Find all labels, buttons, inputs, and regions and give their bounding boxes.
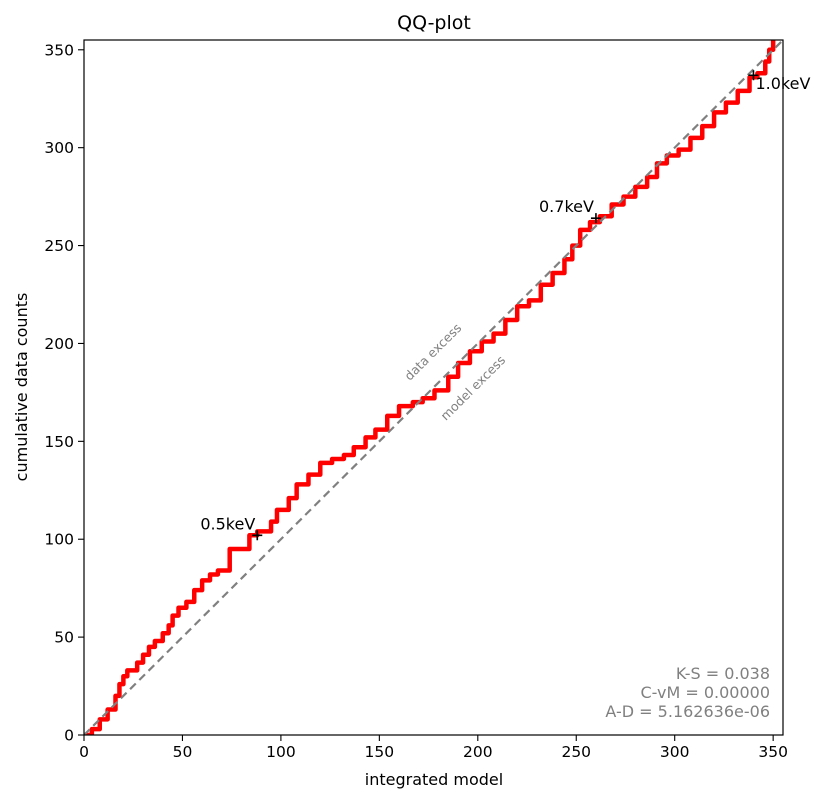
y-tick-label: 100 [44, 531, 74, 549]
y-tick-label: 200 [44, 335, 74, 353]
cvm-statistic: C-vM = 0.00000 [640, 683, 770, 702]
ks-statistic: K-S = 0.038 [676, 664, 770, 683]
y-tick-label: 350 [44, 41, 74, 59]
energy-marker-label: 0.7keV [539, 197, 594, 216]
marker-cross-icon [748, 70, 759, 81]
x-tick-label: 200 [463, 743, 493, 761]
plot-area: 0.5keV 0.7keV 1.0keV [84, 40, 810, 735]
x-tick-label: 50 [173, 743, 193, 761]
x-axis-label: integrated model [365, 770, 503, 789]
x-tick-label: 300 [660, 743, 690, 761]
y-tick-label: 50 [54, 629, 74, 647]
marker-cross-icon [590, 213, 601, 224]
y-tick-label: 300 [44, 139, 74, 157]
plot-frame [83, 39, 784, 736]
x-tick-label: 100 [266, 743, 296, 761]
y-axis-label: cumulative data counts [12, 293, 31, 482]
energy-marker-label: 0.5keV [200, 514, 255, 533]
y-tick-label: 150 [44, 433, 74, 451]
x-tick-label: 0 [79, 743, 89, 761]
x-axis-ticks: 0 50 100 150 200 250 300 350 [79, 735, 788, 761]
reference-diagonal-line [84, 40, 783, 735]
y-tick-label: 250 [44, 237, 74, 255]
chart-title: QQ-plot [397, 12, 471, 34]
energy-marker: 0.5keV [200, 514, 263, 541]
x-tick-label: 250 [561, 743, 591, 761]
y-axis-ticks: 0 50 100 150 200 250 300 350 [44, 41, 84, 745]
ad-statistic: A-D = 5.162636e-06 [605, 702, 770, 721]
energy-marker: 0.7keV [539, 197, 601, 224]
x-tick-label: 150 [365, 743, 395, 761]
data-excess-annotation: data excess [401, 320, 464, 383]
y-tick-label: 0 [64, 727, 74, 745]
marker-cross-icon [252, 530, 263, 541]
energy-marker: 1.0keV [748, 70, 810, 93]
x-tick-label: 350 [758, 743, 788, 761]
